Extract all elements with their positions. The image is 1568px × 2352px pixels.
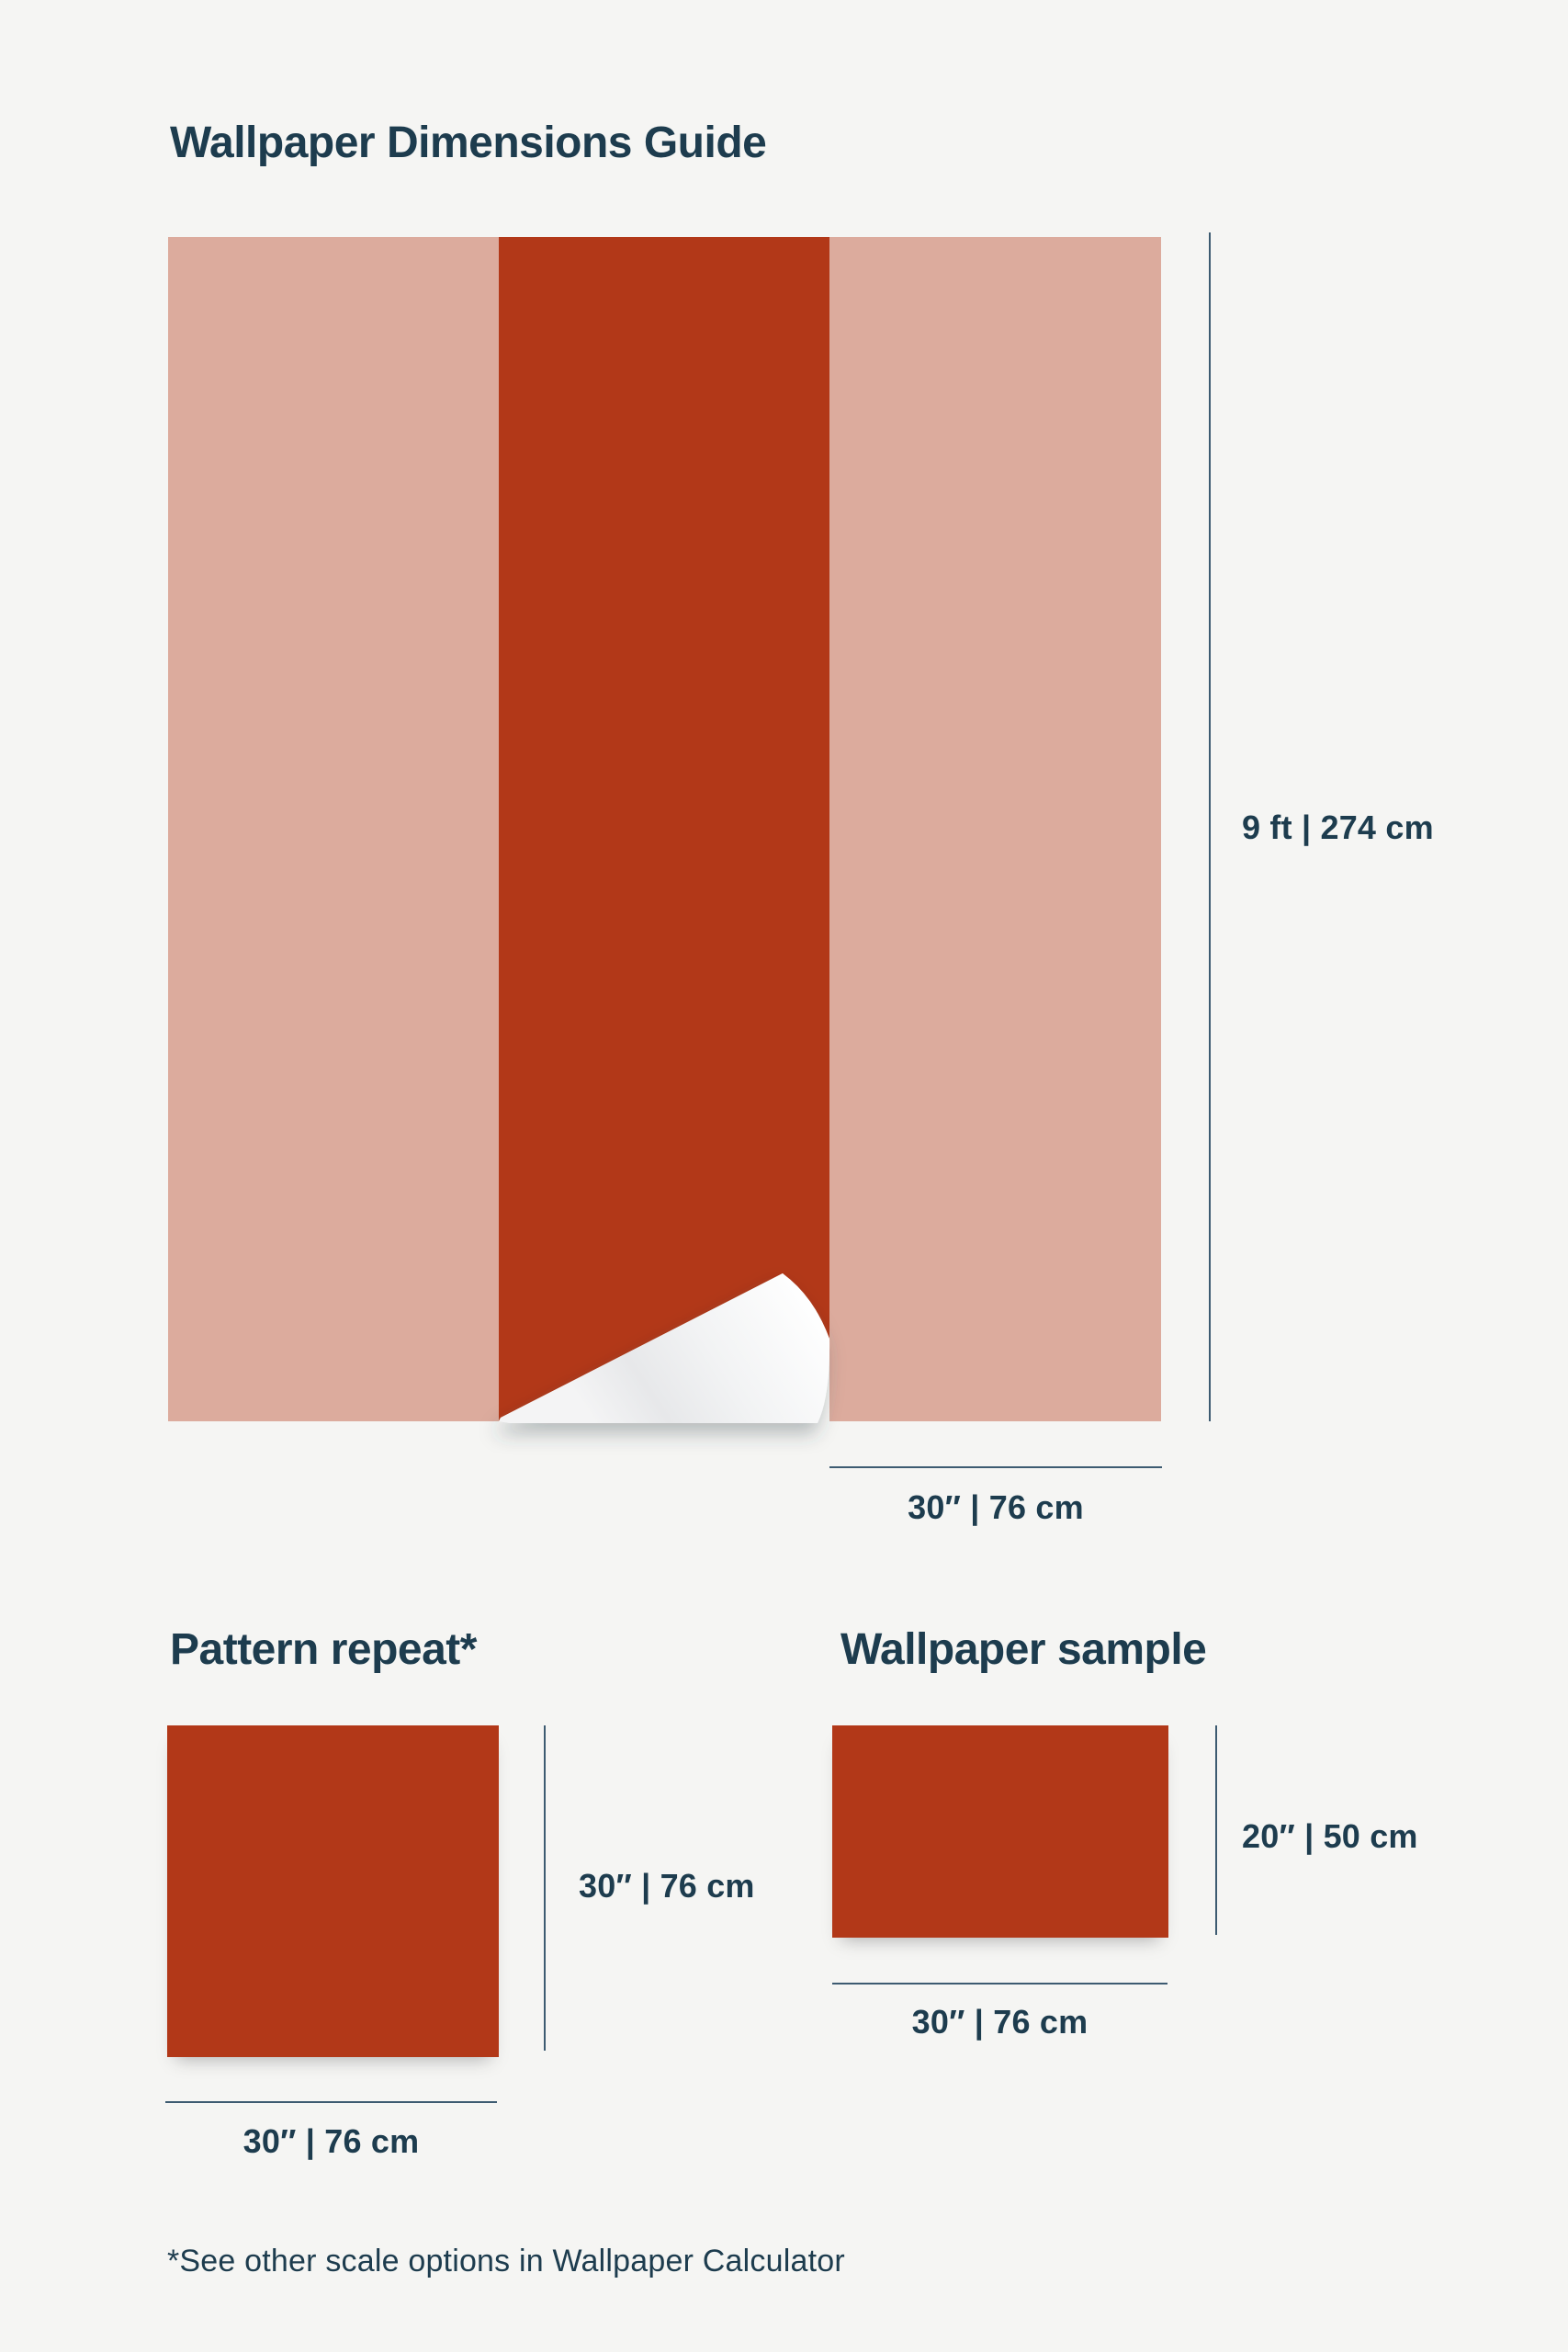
wallpaper-sample-height-label: 20″ | 50 cm [1242,1817,1418,1855]
pattern-repeat-height-line [544,1725,546,2051]
wallpaper-panel [168,237,1161,1423]
pattern-repeat-width-line [165,2101,497,2103]
pattern-repeat-heading: Pattern repeat* [170,1625,477,1674]
pattern-repeat-swatch [167,1725,499,2057]
wallpaper-sample-height-line [1215,1725,1217,1935]
panel-width-line [829,1466,1162,1468]
wallpaper-sample-swatch [832,1725,1168,1938]
panel-width-label: 30″ | 76 cm [908,1488,1084,1526]
stripe-pink-right [829,237,1161,1421]
footnote: *See other scale options in Wallpaper Ca… [167,2244,845,2278]
page-curl [499,1273,830,1423]
pattern-repeat-height-label: 30″ | 76 cm [579,1867,755,1905]
pattern-repeat-width-label: 30″ | 76 cm [243,2122,420,2160]
wallpaper-sample-heading: Wallpaper sample [840,1625,1207,1674]
wallpaper-sample-width-label: 30″ | 76 cm [911,2003,1089,2041]
stripe-red-center [499,237,829,1421]
stripe-pink-left [168,237,499,1421]
panel-height-line [1209,232,1211,1421]
wallpaper-sample-width-line [832,1983,1168,1984]
panel-height-label: 9 ft | 274 cm [1242,808,1434,846]
page-title: Wallpaper Dimensions Guide [170,119,767,167]
